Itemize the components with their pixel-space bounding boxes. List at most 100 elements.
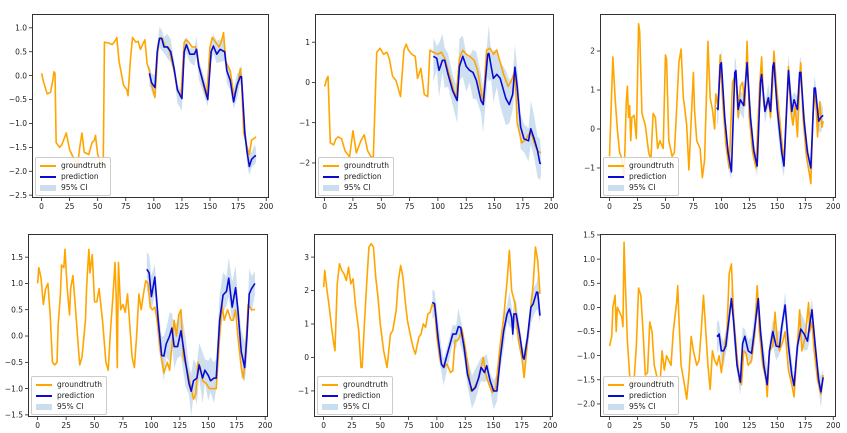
y-tick-label: 1.0: [11, 279, 23, 288]
x-tick-label: 175: [516, 202, 531, 211]
legend-entry: prediction: [608, 390, 674, 401]
legend-entry: groundtruth: [608, 160, 674, 171]
x-tick-label: 50: [375, 421, 385, 430]
legend-entry: prediction: [608, 171, 674, 182]
x-tick-label: 175: [798, 202, 813, 211]
legend-swatch: [608, 164, 624, 167]
x-tick-label: 50: [661, 202, 671, 211]
x-tick-label: 50: [661, 421, 671, 430]
y-tick-label: −1.0: [5, 384, 23, 393]
x-tick-label: 125: [458, 421, 473, 430]
y-tick-label: 0.0: [583, 303, 595, 312]
y-tick-label: −0.5: [5, 358, 23, 367]
y-tick-label: 0.0: [15, 71, 27, 80]
x-tick-label: 0: [35, 421, 40, 430]
legend-swatch: [36, 394, 52, 397]
y-tick-label: −1.0: [9, 119, 27, 128]
x-tick-label: 100: [714, 202, 729, 211]
legend: groundtruth prediction 95% CI: [317, 376, 394, 415]
axes-frame: [600, 14, 836, 198]
legend-swatch: [608, 394, 624, 397]
x-tick-label: 25: [633, 421, 643, 430]
groundtruth-line: [608, 241, 824, 400]
legend-entry: 95% CI: [323, 182, 389, 193]
x-tick-label: 0: [607, 421, 612, 430]
ci-band: [433, 25, 541, 181]
x-tick-label: 150: [487, 202, 502, 211]
x-tick-label: 50: [376, 202, 386, 211]
y-tick-label: 0.5: [15, 47, 27, 56]
legend-label: groundtruth: [57, 380, 103, 389]
axes-frame: [600, 234, 836, 417]
subplot-5: 0 25 50 75 100 125 150 175 200 3 2 1 0 −1: [298, 234, 558, 430]
ci-band: [432, 274, 540, 410]
legend-swatch: [36, 383, 52, 386]
legend-swatch: [608, 403, 624, 410]
x-tick-label: 200: [543, 421, 558, 430]
legend-label: prediction: [343, 391, 381, 400]
y-tick-label: −1.5: [5, 411, 23, 420]
x-tick-label: 100: [431, 202, 446, 211]
axes-frame: [28, 234, 268, 417]
x-tick-label: 25: [348, 202, 358, 211]
groundtruth-line: [36, 248, 255, 400]
legend-entry: groundtruth: [36, 379, 102, 390]
y-tick-label: 0.5: [583, 279, 595, 288]
x-tick-label: 50: [93, 202, 103, 211]
legend-entry: 95% CI: [40, 182, 106, 193]
axes-frame: [32, 14, 269, 198]
groundtruth-line: [323, 43, 542, 158]
x-tick-label: 150: [201, 421, 216, 430]
y-tick-label: −2.0: [9, 167, 27, 176]
x-tick-label: 25: [633, 202, 643, 211]
x-tick-label: 125: [742, 202, 757, 211]
x-tick-label: 175: [515, 421, 530, 430]
prediction-line: [716, 61, 824, 173]
prediction-line: [146, 268, 256, 393]
legend: groundtruth prediction 95% CI: [31, 376, 108, 415]
y-tick-label: −1: [299, 118, 310, 127]
y-tick-label: 1.5: [11, 253, 23, 262]
y-tick-label: −1.5: [9, 143, 27, 152]
legend-label: prediction: [344, 172, 382, 181]
legend-swatch: [323, 175, 339, 178]
x-tick-label: 75: [121, 202, 131, 211]
legend: groundtruth prediction 95% CI: [603, 157, 680, 196]
legend-swatch: [322, 403, 338, 410]
x-tick-label: 75: [689, 421, 699, 430]
subplot-2: 0 25 50 75 100 125 150 175 200 1 0 −1 −2: [299, 14, 559, 211]
x-tick-label: 50: [90, 421, 100, 430]
prediction-line: [716, 297, 824, 393]
legend-label: 95% CI: [57, 402, 84, 411]
x-tick-label: 150: [770, 421, 785, 430]
legend-swatch: [322, 394, 338, 397]
x-tick-label: 25: [65, 202, 75, 211]
legend: groundtruth prediction 95% CI: [318, 157, 395, 196]
x-tick-label: 125: [459, 202, 474, 211]
x-tick-label: 125: [173, 421, 188, 430]
legend-label: 95% CI: [343, 402, 370, 411]
ci-band: [146, 252, 255, 417]
x-tick-label: 175: [231, 202, 246, 211]
legend-swatch: [608, 383, 624, 386]
y-tick-label: 1: [304, 320, 309, 329]
legend-swatch: [40, 184, 56, 191]
legend-label: 95% CI: [629, 402, 656, 411]
x-tick-label: 25: [61, 421, 71, 430]
subplot-1: 0 25 50 75 100 125 150 175 200 1.0 0.5 0.0 −0.5 −1.0 −…: [9, 14, 274, 211]
y-tick-label: 1.0: [15, 24, 27, 33]
y-tick-label: 3: [304, 253, 309, 262]
legend-label: 95% CI: [61, 183, 88, 192]
x-tick-label: 150: [486, 421, 501, 430]
legend-entry: groundtruth: [40, 160, 106, 171]
legend-label: 95% CI: [344, 183, 371, 192]
groundtruth-line: [608, 22, 824, 185]
x-tick-label: 100: [147, 202, 162, 211]
legend-swatch: [40, 175, 56, 178]
legend-label: groundtruth: [629, 161, 675, 170]
y-tick-label: 0.0: [11, 332, 23, 341]
y-tick-label: 1.5: [583, 231, 595, 240]
legend-entry: 95% CI: [608, 401, 674, 412]
x-tick-label: 75: [405, 202, 415, 211]
x-tick-label: 75: [404, 421, 414, 430]
